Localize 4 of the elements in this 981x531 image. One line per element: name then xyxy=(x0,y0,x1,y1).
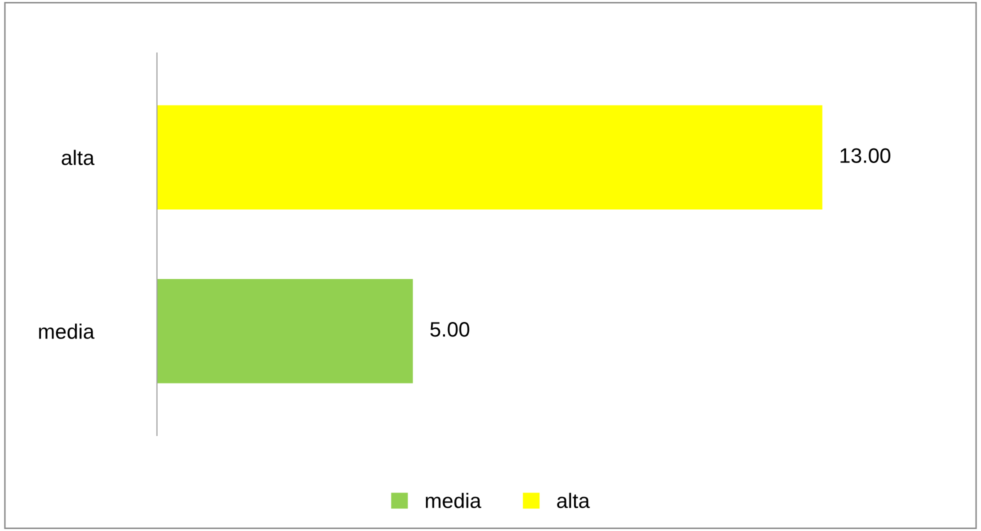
data-label: 13.00 xyxy=(840,148,890,163)
legend-label: media xyxy=(426,492,482,508)
data-label: 5.00 xyxy=(430,322,470,337)
legend-label: alta xyxy=(557,492,590,508)
